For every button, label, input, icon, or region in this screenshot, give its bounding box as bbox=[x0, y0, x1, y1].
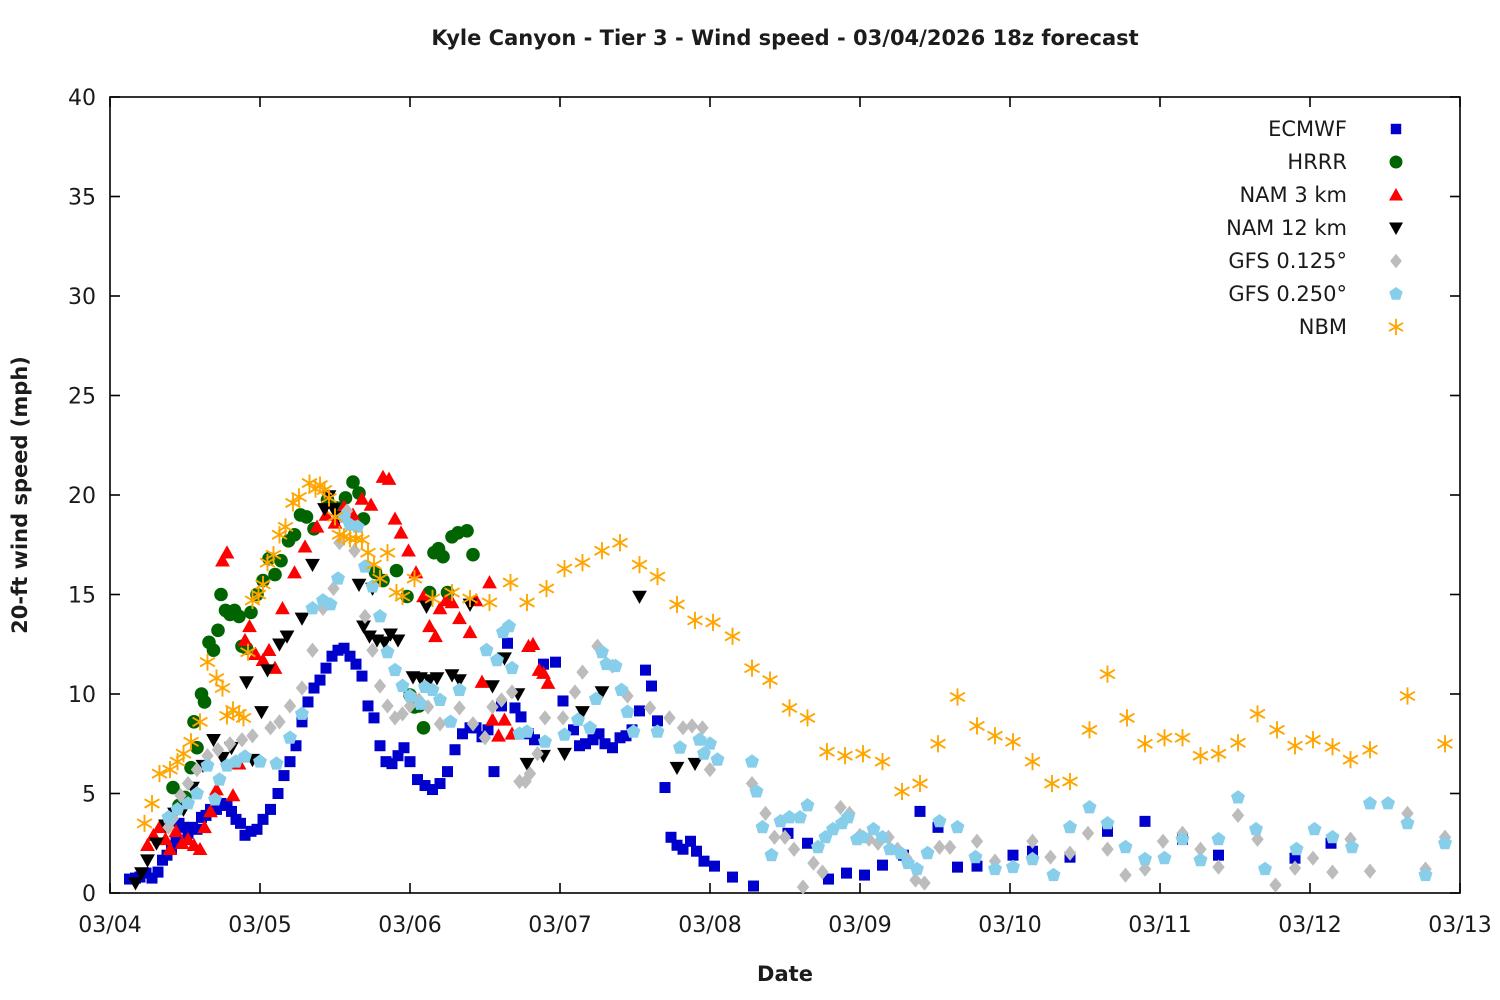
y-tick-label: 30 bbox=[68, 285, 96, 310]
y-tick-label: 15 bbox=[68, 584, 96, 609]
legend-label: NBM bbox=[1299, 315, 1347, 339]
x-tick-label: 03/11 bbox=[1128, 913, 1191, 938]
series-hrrr bbox=[166, 475, 480, 813]
y-tick-label: 25 bbox=[68, 385, 96, 410]
x-tick-label: 03/05 bbox=[228, 913, 291, 938]
x-axis-label: Date bbox=[757, 962, 813, 986]
legend-label: HRRR bbox=[1287, 150, 1347, 174]
y-tick-label: 20 bbox=[68, 484, 96, 509]
legend-label: NAM 12 km bbox=[1226, 216, 1347, 240]
legend-label: GFS 0.250° bbox=[1228, 282, 1347, 306]
x-tick-label: 03/09 bbox=[828, 913, 891, 938]
legend-item-gfs-0-125-: GFS 0.125° bbox=[1228, 249, 1402, 273]
chart-title: Kyle Canyon - Tier 3 - Wind speed - 03/0… bbox=[431, 26, 1139, 50]
legend-label: ECMWF bbox=[1268, 117, 1347, 141]
y-tick-label: 35 bbox=[68, 186, 96, 211]
legend-item-hrrr: HRRR bbox=[1287, 150, 1403, 174]
x-axis-ticks: 03/04 03/05 03/06 03/07 03/08 03/09 03/10 03/11… bbox=[78, 97, 1492, 938]
legend-label: NAM 3 km bbox=[1239, 183, 1347, 207]
y-tick-label: 0 bbox=[82, 882, 96, 907]
series-gfs-0-250- bbox=[161, 509, 1452, 882]
legend-item-gfs-0-250-: GFS 0.250° bbox=[1228, 282, 1403, 306]
x-tick-label: 03/10 bbox=[978, 913, 1041, 938]
series-ecmwf bbox=[124, 637, 1337, 892]
series-gfs-0-125- bbox=[162, 503, 1452, 895]
legend: ECMWF HRRR NAM 3 km NAM 12 km GFS 0.125° GFS … bbox=[1226, 117, 1404, 339]
legend-item-nbm: NBM bbox=[1299, 315, 1404, 339]
legend-label: GFS 0.125° bbox=[1228, 249, 1347, 273]
y-tick-label: 5 bbox=[82, 783, 96, 808]
x-tick-label: 03/12 bbox=[1278, 913, 1341, 938]
x-tick-label: 03/07 bbox=[528, 913, 591, 938]
y-tick-label: 40 bbox=[68, 86, 96, 111]
x-tick-label: 03/04 bbox=[78, 913, 141, 938]
series-nbm bbox=[136, 474, 1453, 832]
y-axis-ticks: 0 5 10 15 20 25 30 35 40 bbox=[68, 86, 1460, 907]
legend-item-nam-3-km: NAM 3 km bbox=[1239, 183, 1404, 207]
x-tick-label: 03/06 bbox=[378, 913, 441, 938]
x-tick-label: 03/08 bbox=[678, 913, 741, 938]
x-tick-label: 03/13 bbox=[1428, 913, 1491, 938]
y-tick-label: 10 bbox=[68, 683, 96, 708]
legend-item-nam-12-km: NAM 12 km bbox=[1226, 216, 1404, 240]
legend-item-ecmwf: ECMWF bbox=[1268, 117, 1402, 141]
